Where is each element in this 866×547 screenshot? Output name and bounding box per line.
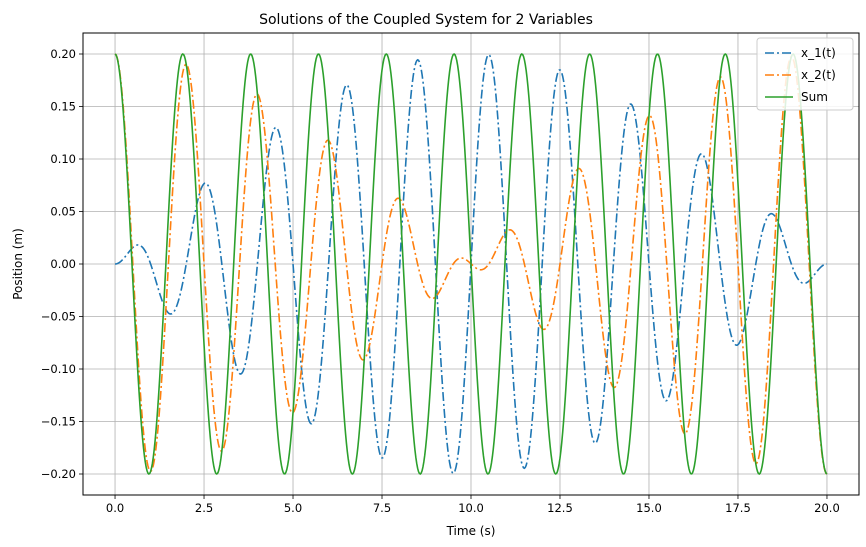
x-tick-label: 5.0: [284, 501, 302, 515]
legend-label: Sum: [801, 90, 828, 104]
y-tick-label: 0.10: [50, 152, 76, 166]
legend-box: [756, 37, 854, 111]
chart-title: Solutions of the Coupled System for 2 Va…: [259, 12, 593, 28]
y-axis-label: Position (m): [11, 228, 25, 300]
x-tick-label: 10.0: [458, 501, 484, 515]
y-tick-label: 0.15: [50, 100, 76, 114]
x-tick-label: 17.5: [725, 501, 751, 515]
x-tick-label: 2.5: [195, 501, 213, 515]
y-tick-label: −0.20: [41, 467, 76, 481]
y-tick-label: 0.20: [50, 47, 76, 61]
y-tick-label: −0.15: [41, 415, 76, 429]
y-tick-label: −0.05: [41, 310, 76, 324]
x-tick-label: 0.0: [106, 501, 124, 515]
series-line-3: [114, 52, 828, 476]
y-tick-label: 0.05: [50, 205, 76, 219]
y-axis: −0.20 −0.15 −0.10 −0.05 0.00 0.05 0.10 0.15 0.20: [41, 47, 83, 481]
x-axis-label: Time (s): [446, 524, 496, 538]
x-axis: 0.0 2.5 5.0 7.5 10.0 12.5 15.0 17.5 20.0: [106, 495, 840, 515]
legend-label: x_2(t): [801, 68, 836, 82]
legend: x_1(t) x_2(t) Sum: [756, 37, 854, 111]
legend-label: x_1(t): [801, 46, 836, 60]
x-tick-label: 12.5: [547, 501, 573, 515]
y-tick-label: −0.10: [41, 362, 76, 376]
x-tick-label: 7.5: [373, 501, 391, 515]
series-layer: [114, 52, 828, 476]
x-tick-label: 15.0: [636, 501, 662, 515]
y-tick-label: 0.00: [50, 257, 76, 271]
x-tick-label: 20.0: [814, 501, 840, 515]
